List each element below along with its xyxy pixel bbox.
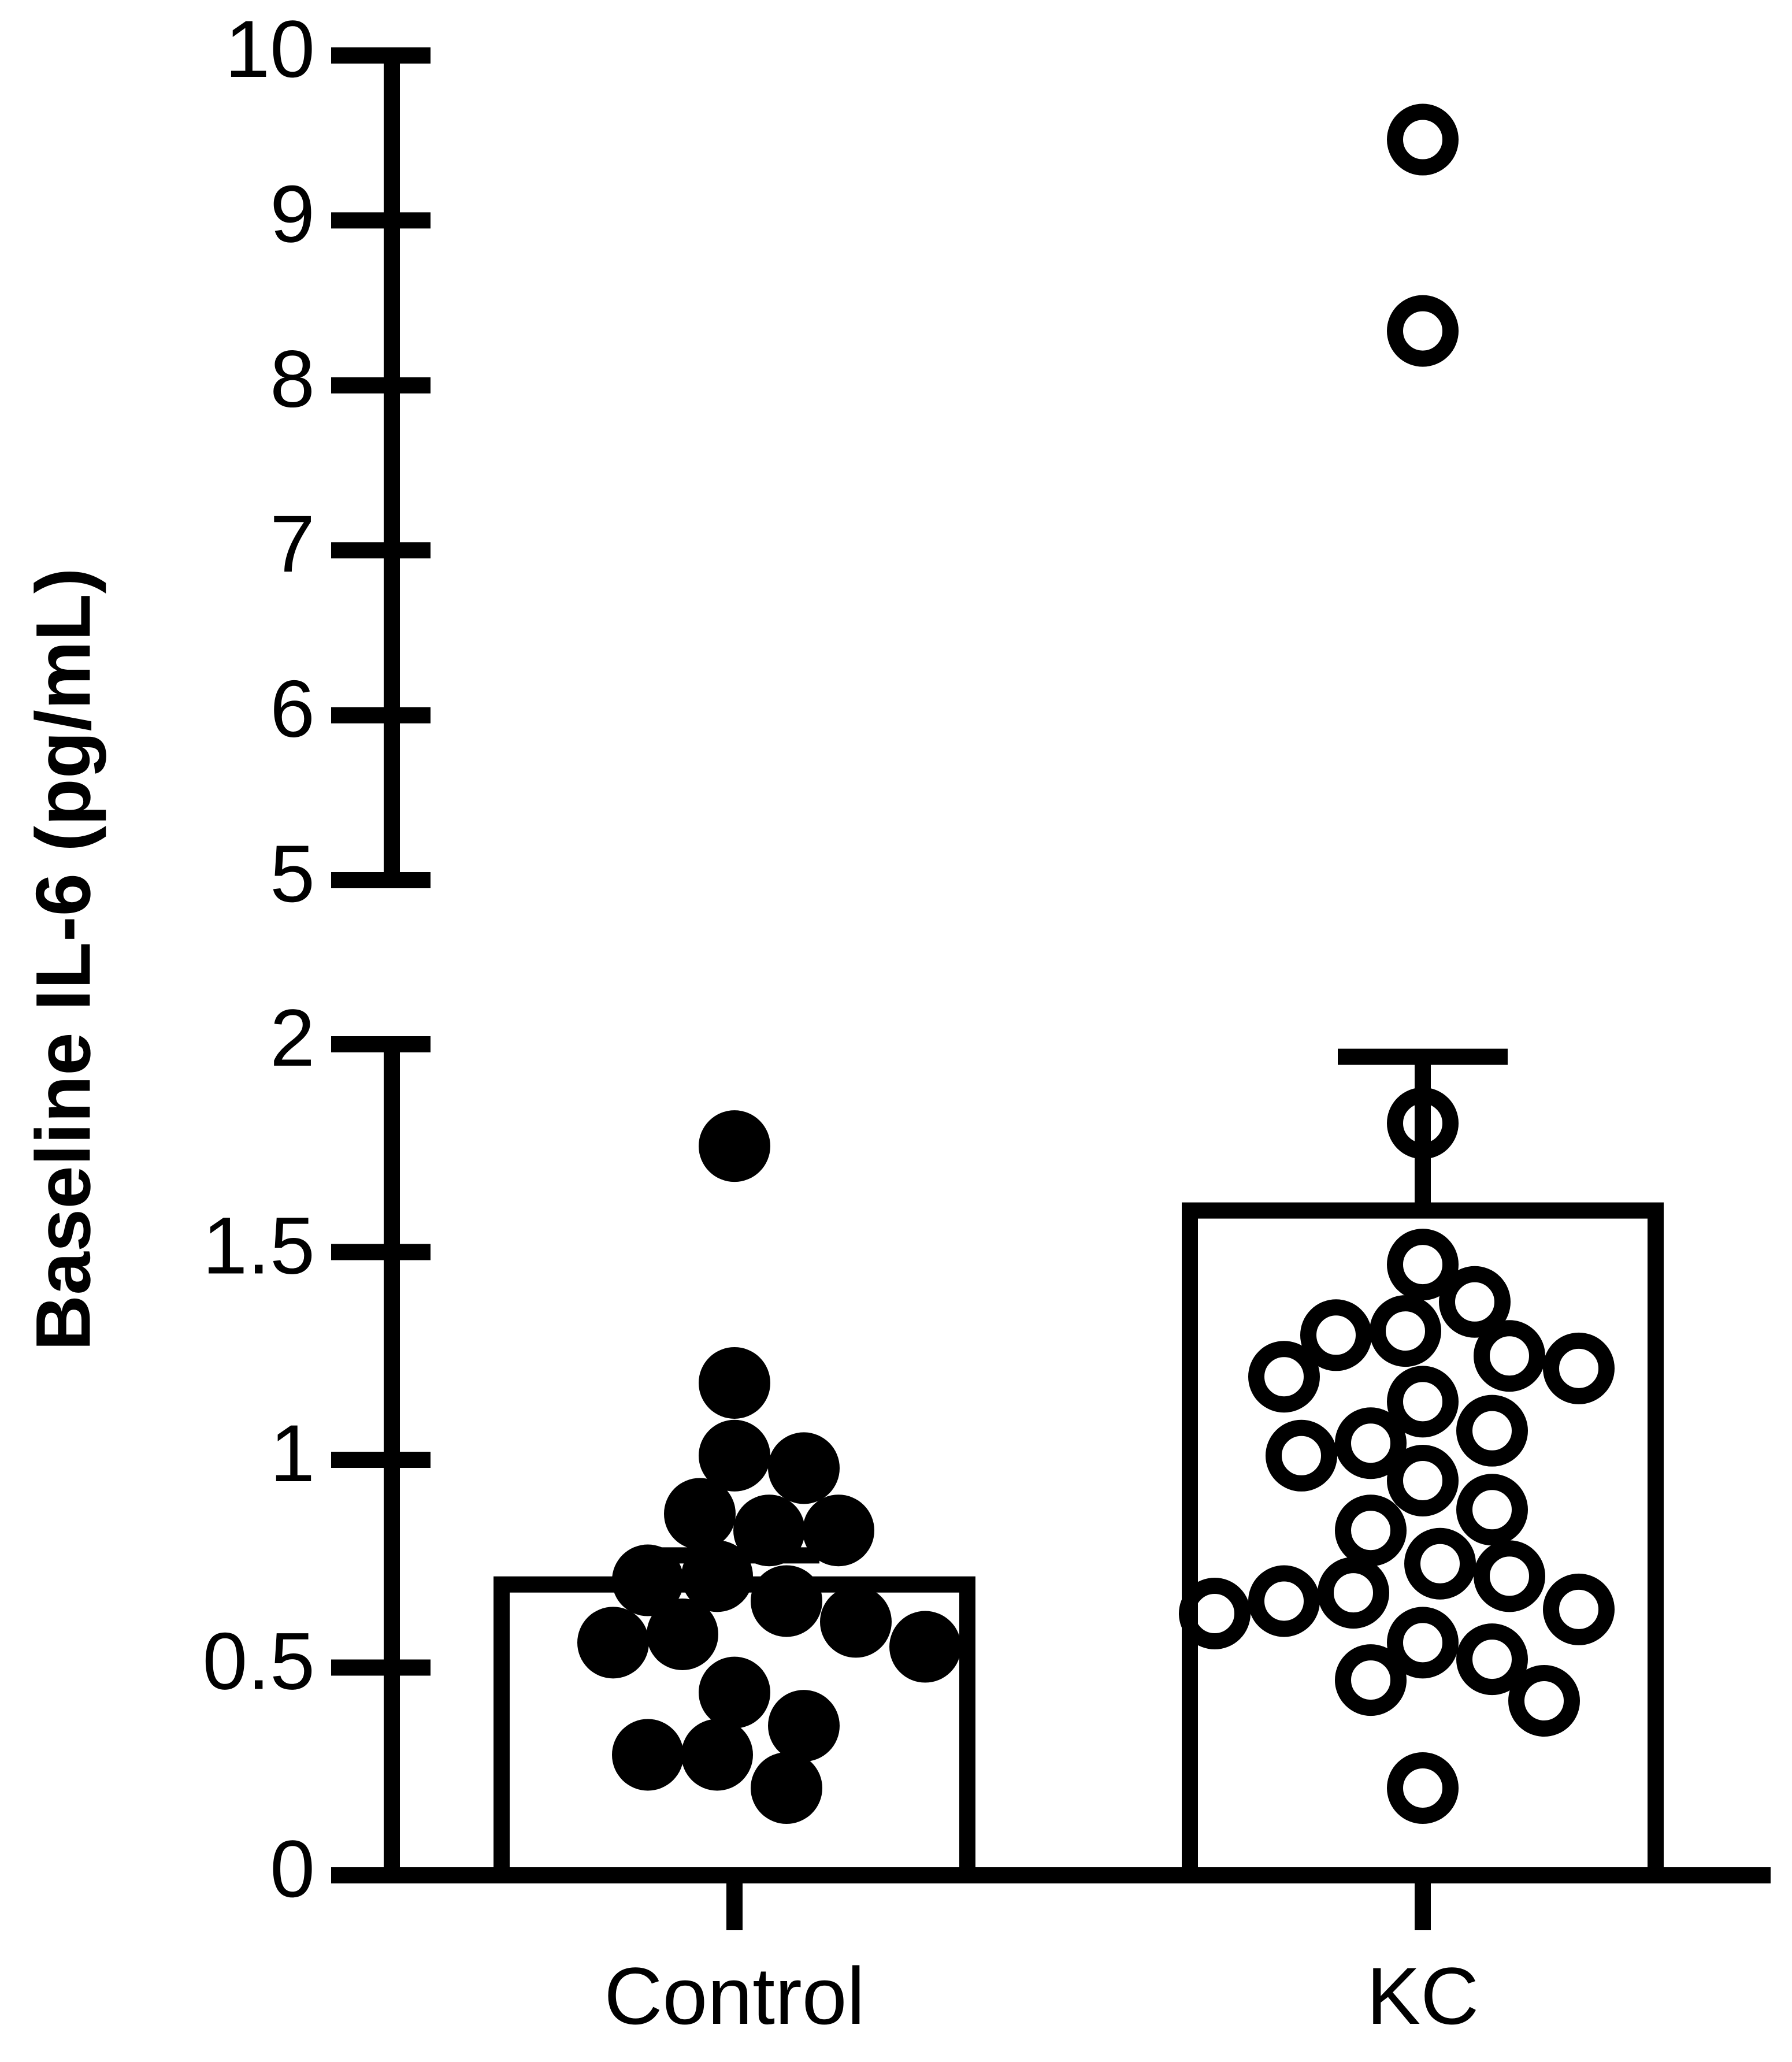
- data-point: [1318, 1557, 1389, 1629]
- data-point: [1387, 1444, 1459, 1516]
- data-point: [1179, 1578, 1251, 1650]
- data-point: [1456, 1474, 1528, 1546]
- data-point: [1248, 1565, 1320, 1637]
- data-point: [1387, 103, 1459, 176]
- data-point: [612, 1719, 684, 1791]
- y-tick-label: 5: [270, 828, 315, 919]
- data-point: [1439, 1266, 1511, 1338]
- y-axis-label: Baseline IL-6 (pg/mL): [20, 568, 106, 1351]
- y-tick-label: 9: [270, 168, 315, 259]
- y-tick-label: 2: [270, 992, 315, 1083]
- data-point: [733, 1494, 805, 1567]
- data-point: [751, 1752, 822, 1824]
- data-point: [1387, 295, 1459, 367]
- x-tick-label: Control: [604, 1950, 865, 2041]
- data-point: [768, 1690, 840, 1762]
- y-tick-label: 6: [270, 663, 315, 754]
- data-point: [699, 1656, 770, 1729]
- data-point: [1335, 1407, 1407, 1479]
- data-point: [1543, 1573, 1615, 1645]
- data-point: [664, 1478, 736, 1550]
- data-point: [647, 1598, 718, 1670]
- data-point: [1335, 1494, 1407, 1567]
- data-point: [1387, 1366, 1459, 1438]
- error-bar: [1338, 1048, 1508, 1211]
- data-point: [1266, 1419, 1337, 1492]
- data-point: [1474, 1540, 1545, 1612]
- data-point: [1543, 1332, 1615, 1404]
- data-point: [681, 1540, 753, 1612]
- y-tick-label: 0: [270, 1823, 315, 1914]
- x-tick-label: KC: [1367, 1950, 1479, 2041]
- data-point: [1404, 1527, 1476, 1600]
- data-point: [681, 1719, 753, 1791]
- data-point: [803, 1494, 874, 1567]
- data-point: [1387, 1752, 1459, 1824]
- data-point: [612, 1544, 684, 1616]
- data-point: [577, 1607, 649, 1679]
- data-point: [699, 1347, 770, 1419]
- data-point: [1474, 1320, 1545, 1392]
- y-tick-label: 7: [270, 498, 315, 589]
- y-tick-label: 8: [270, 333, 315, 424]
- y-tick-label: 1.5: [202, 1200, 315, 1290]
- data-point: [1335, 1644, 1407, 1716]
- data-point: [1300, 1299, 1372, 1371]
- data-point: [1387, 1229, 1459, 1301]
- data-point: [1370, 1295, 1441, 1367]
- data-point: [1508, 1665, 1580, 1737]
- data-point: [751, 1565, 822, 1637]
- data-point: [1387, 1087, 1459, 1159]
- data-point: [1456, 1395, 1528, 1467]
- data-point: [1456, 1623, 1528, 1696]
- data-point: [768, 1432, 840, 1504]
- y-tick-label: 1: [270, 1408, 315, 1499]
- data-point: [1387, 1607, 1459, 1679]
- y-tick-label: 0.5: [202, 1615, 315, 1706]
- data-point: [699, 1419, 770, 1492]
- data-point: [820, 1586, 892, 1658]
- data-point: [699, 1110, 770, 1182]
- data-point: [889, 1611, 961, 1683]
- data-point: [1248, 1341, 1320, 1413]
- y-tick-label: 10: [225, 3, 315, 94]
